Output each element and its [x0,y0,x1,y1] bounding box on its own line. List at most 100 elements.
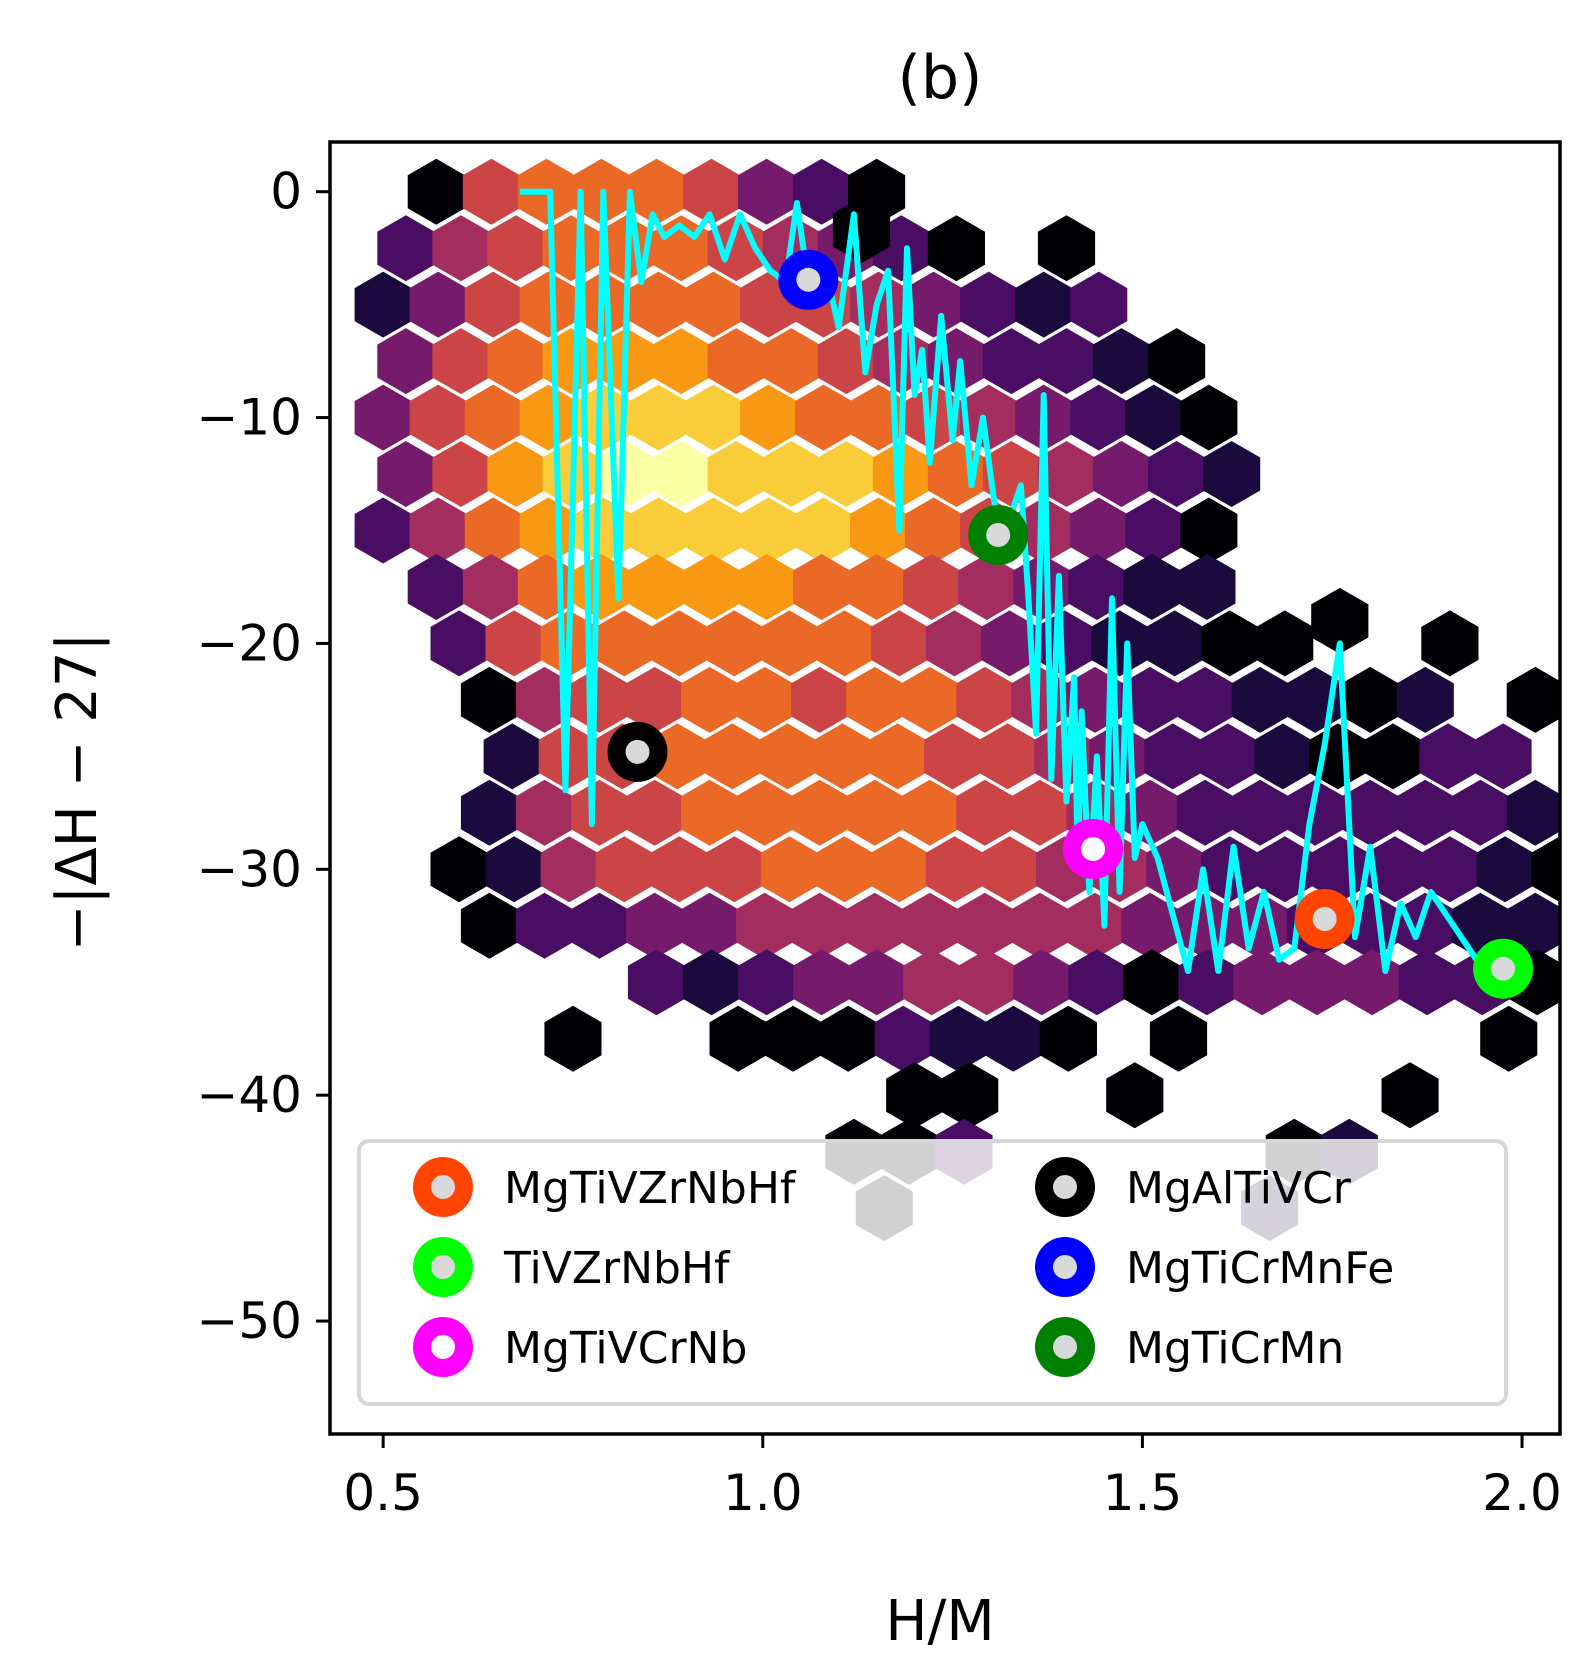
hexbin-cell [870,836,928,903]
hexbin-cell [464,497,522,564]
y-tick-label: −10 [196,389,302,447]
hexbin-cell [791,779,849,846]
hexbin-cell [462,158,520,225]
hexbin-cell [1125,384,1183,451]
legend-entry: MgTiCrMnFe [1035,1237,1394,1297]
hexbin-cell [817,441,875,507]
hexbin-cell [1233,949,1291,1016]
x-tick-label: 2.0 [1482,1464,1562,1522]
hexbin-cell [903,949,961,1016]
hexbin-cell [460,779,518,846]
hexbin-cell [905,271,963,338]
hexbin-cell [626,779,684,846]
hexbin-cell [1480,1005,1538,1072]
highlighted-point [607,721,668,782]
hexbin-cell [1254,723,1312,790]
hexbin-cell [736,779,794,846]
highlighted-point [1473,938,1534,999]
hexbin-cell [1180,384,1238,451]
hexbin-cell [870,610,928,677]
highlighted-point [968,505,1029,566]
hexbin-cell [905,497,963,564]
hexbin-cell [1231,666,1289,733]
hexbin-cell [1013,949,1071,1016]
hexbin-cell [846,666,904,733]
hexbin-cell [850,497,908,564]
hexbin-cell [1421,610,1479,677]
hexbin-cell [377,215,435,282]
hexbin-cell [1106,1062,1164,1129]
highlighted-point [1063,818,1124,879]
hexbin-cell [1015,271,1073,338]
hexbin-cell [684,271,742,338]
hexbin-cell [846,892,904,959]
trajectory-layer [519,188,1508,974]
hexbin-cell [982,441,1040,507]
hexbin-cell [903,554,961,620]
legend-entry: TiVZrNbHf [413,1237,731,1297]
hexbin-cell [1092,328,1151,395]
legend-entry: MgAlTiVCr [1035,1157,1352,1217]
hexbin-cell [1341,779,1399,846]
hexbin-cell [886,1062,944,1129]
hexbin-cell [464,384,522,451]
hexbin-cell [682,949,741,1016]
hexbin-cell [794,384,853,451]
hexbin-cell [1419,723,1477,790]
hexbin-cell [791,892,849,959]
hexbin-cell [1148,441,1206,507]
hexbin-cell [1123,554,1181,620]
hexbin-cell [432,215,490,282]
hexbin-cell [682,158,741,225]
legend-label: MgTiVCrNb [504,1323,747,1374]
hexbin-cell [1039,1005,1097,1072]
hexbin-cell [956,666,1014,733]
hexbin-cell [738,949,796,1016]
hexbin-cell [956,892,1014,959]
hexbin-cell [956,779,1014,846]
hexbin-cell [707,328,765,395]
hexbin-cell [815,610,873,677]
hexbin-cell [981,836,1039,903]
hexbin-cell [629,384,687,451]
hexbin-cell [927,215,985,282]
hexbin-cell [519,384,577,451]
hexbin-cell [650,610,708,677]
hexbin-cell [979,723,1037,790]
hexbin-cell [544,1005,602,1072]
hexbin-cell [629,497,687,564]
hexbin-cell [626,666,684,733]
hexbin-cell [542,215,600,282]
hexbin-cell [1531,836,1560,903]
hexbin-cell [703,723,761,790]
hexbin-cell [960,384,1018,451]
hexbin-cell [758,723,816,790]
hexbin-cell [571,666,629,733]
hexbin-cell [1381,1062,1439,1129]
hexbin-cell [1011,779,1069,846]
hexbin-cell [762,328,820,395]
plot-frame [328,140,1562,1436]
hexbin-cell [627,158,686,225]
hexbin-cell [819,1005,877,1072]
hexbin-cell [1398,949,1456,1016]
hexbin-cell [929,1005,987,1072]
hexbin-cell [848,554,906,620]
hexbin-cell [760,610,818,677]
hexbin-cell [1176,666,1234,733]
y-axis-title: −|ΔH − 27| [45,633,110,952]
hexbin-cell [1037,328,1096,395]
hexbin-cell [1231,779,1289,846]
hexbin-cell [681,779,739,846]
hexbin-cell [460,666,518,733]
hexbin-cell [901,779,959,846]
hexbin-cell [793,158,851,225]
hexbin-cell [925,836,984,903]
hexbin-cell [1506,892,1560,959]
hexbin-cell [1066,892,1124,959]
hexbin-cell [1366,836,1424,903]
hexbin-cell [407,554,465,620]
y-tick-label: −30 [196,840,302,898]
hexbin-cell [739,497,798,564]
